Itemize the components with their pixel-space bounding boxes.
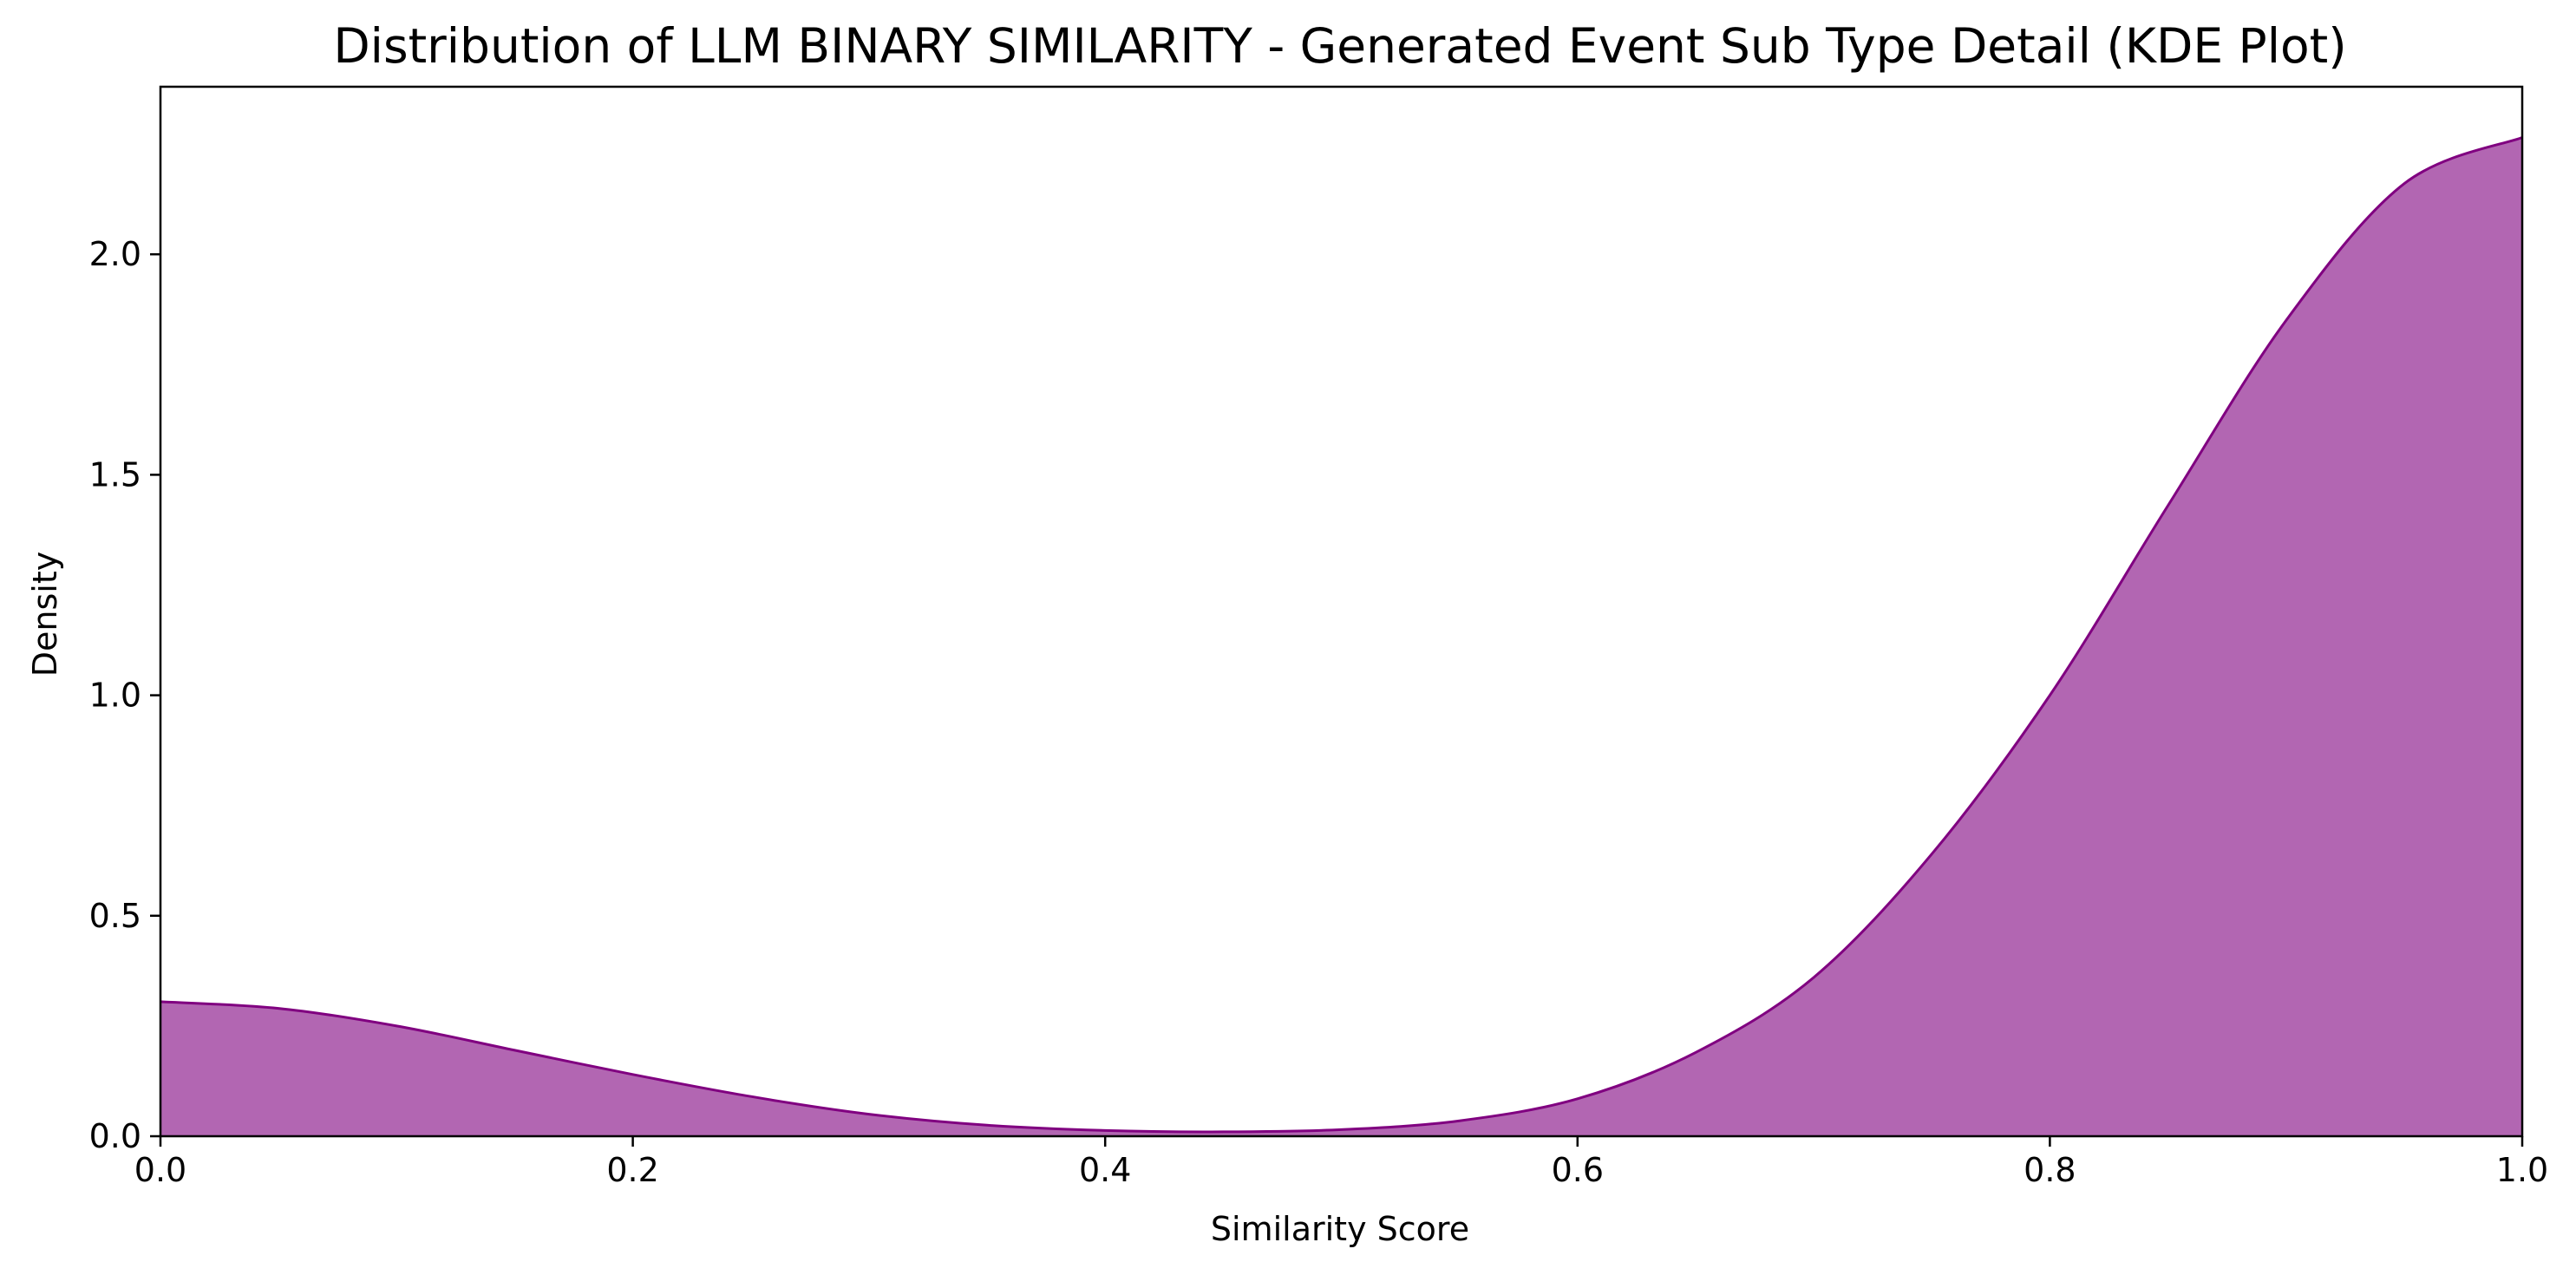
x-tick-label: 1.0: [2496, 1151, 2548, 1189]
x-tick-label: 0.0: [134, 1151, 186, 1189]
x-tick-label: 0.2: [606, 1151, 658, 1189]
kde-area-fill: [160, 137, 2522, 1136]
y-tick-label: 0.5: [89, 897, 141, 935]
y-tick-label: 2.0: [89, 235, 141, 273]
x-axis: 0.0 0.2 0.4 0.6 0.8 1.0: [134, 1136, 2548, 1189]
chart-title: Distribution of LLM BINARY SIMILARITY - …: [333, 18, 2346, 74]
plot-frame: [159, 85, 2524, 1138]
y-axis-label: Density: [26, 552, 64, 677]
x-tick-label: 0.4: [1079, 1151, 1131, 1189]
y-axis: 0.0 0.5 1.0 1.5 2.0: [89, 235, 160, 1155]
plot-area: [159, 85, 2524, 1138]
x-axis-label: Similarity Score: [1211, 1210, 1469, 1248]
x-tick-label: 0.6: [1552, 1151, 1604, 1189]
y-tick-label: 0.0: [89, 1117, 141, 1155]
y-tick-label: 1.5: [89, 455, 141, 494]
x-tick-label: 0.8: [2024, 1151, 2076, 1189]
y-tick-label: 1.0: [89, 677, 141, 715]
kde-line: [160, 136, 2523, 1134]
